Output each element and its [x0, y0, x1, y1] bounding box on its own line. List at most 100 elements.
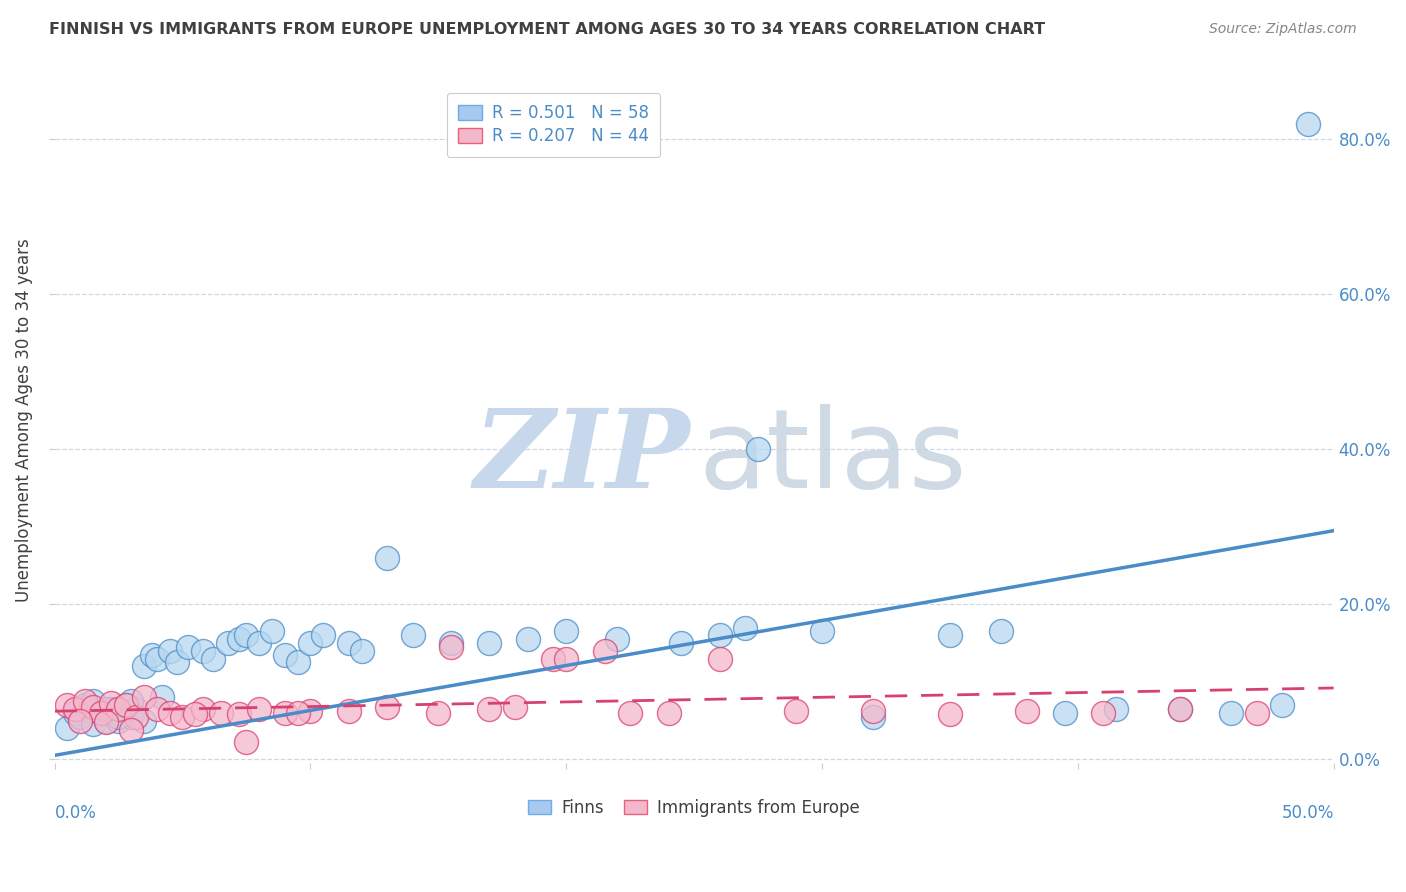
Point: [1271, 698, 1294, 712]
Point: [82, 699, 104, 714]
Point: [218, 636, 240, 650]
Point: [146, 651, 169, 665]
Point: [100, 697, 122, 711]
Point: [593, 644, 616, 658]
Text: 0.0%: 0.0%: [55, 805, 97, 822]
Text: Source: ZipAtlas.com: Source: ZipAtlas.com: [1209, 22, 1357, 37]
Point: [555, 624, 578, 639]
Point: [440, 636, 463, 650]
Point: [69, 714, 91, 728]
Point: [555, 651, 578, 665]
Point: [375, 699, 398, 714]
Point: [115, 698, 138, 712]
Point: [811, 624, 834, 639]
Point: [107, 714, 129, 728]
Point: [146, 702, 169, 716]
Point: [94, 702, 117, 716]
Point: [1168, 702, 1191, 716]
Point: [1296, 117, 1319, 131]
Point: [56, 721, 79, 735]
Point: [150, 690, 173, 705]
Point: [235, 628, 257, 642]
Point: [274, 706, 297, 720]
Point: [132, 659, 155, 673]
Point: [107, 709, 129, 723]
Point: [1168, 702, 1191, 716]
Point: [69, 709, 91, 723]
Point: [862, 704, 884, 718]
Point: [184, 707, 207, 722]
Point: [402, 628, 425, 642]
Point: [172, 709, 194, 723]
Point: [709, 651, 731, 665]
Point: [176, 640, 198, 654]
Point: [657, 706, 679, 720]
Point: [299, 704, 322, 718]
Point: [63, 706, 86, 720]
Text: 50.0%: 50.0%: [1281, 805, 1334, 822]
Point: [107, 702, 129, 716]
Point: [478, 636, 501, 650]
Point: [159, 706, 181, 720]
Point: [202, 651, 225, 665]
Point: [115, 698, 138, 712]
Point: [247, 702, 270, 716]
Point: [63, 702, 86, 716]
Point: [709, 628, 731, 642]
Point: [785, 704, 807, 718]
Point: [191, 644, 214, 658]
Point: [94, 714, 117, 729]
Point: [1105, 702, 1128, 716]
Point: [125, 709, 148, 723]
Point: [1246, 706, 1268, 720]
Point: [132, 714, 155, 728]
Point: [191, 702, 214, 716]
Point: [1092, 706, 1115, 720]
Point: [120, 694, 142, 708]
Text: FINNISH VS IMMIGRANTS FROM EUROPE UNEMPLOYMENT AMONG AGES 30 TO 34 YEARS CORRELA: FINNISH VS IMMIGRANTS FROM EUROPE UNEMPL…: [49, 22, 1045, 37]
Point: [337, 636, 360, 650]
Point: [120, 709, 142, 723]
Point: [350, 644, 373, 658]
Point: [125, 702, 148, 716]
Point: [312, 628, 335, 642]
Point: [503, 699, 526, 714]
Point: [75, 694, 97, 708]
Point: [671, 636, 693, 650]
Point: [260, 624, 283, 639]
Point: [90, 706, 112, 720]
Point: [516, 632, 538, 647]
Point: [120, 723, 142, 737]
Point: [337, 704, 360, 718]
Legend: Finns, Immigrants from Europe: Finns, Immigrants from Europe: [522, 792, 866, 823]
Text: atlas: atlas: [697, 404, 966, 511]
Point: [82, 694, 104, 708]
Point: [543, 651, 565, 665]
Point: [235, 735, 257, 749]
Point: [427, 706, 450, 720]
Point: [734, 621, 756, 635]
Point: [228, 707, 250, 722]
Point: [1220, 706, 1243, 720]
Point: [747, 442, 769, 457]
Point: [619, 706, 641, 720]
Point: [209, 706, 232, 720]
Point: [94, 714, 117, 728]
Point: [166, 656, 188, 670]
Point: [299, 636, 322, 650]
Point: [274, 648, 297, 662]
Point: [287, 656, 309, 670]
Point: [862, 709, 884, 723]
Text: ZIP: ZIP: [474, 404, 690, 512]
Point: [100, 702, 122, 716]
Point: [141, 648, 163, 662]
Point: [90, 706, 112, 720]
Point: [990, 624, 1012, 639]
Point: [247, 636, 270, 650]
Point: [1053, 706, 1076, 720]
Y-axis label: Unemployment Among Ages 30 to 34 years: Unemployment Among Ages 30 to 34 years: [15, 238, 32, 602]
Point: [440, 640, 463, 654]
Point: [132, 690, 155, 705]
Point: [478, 702, 501, 716]
Point: [375, 550, 398, 565]
